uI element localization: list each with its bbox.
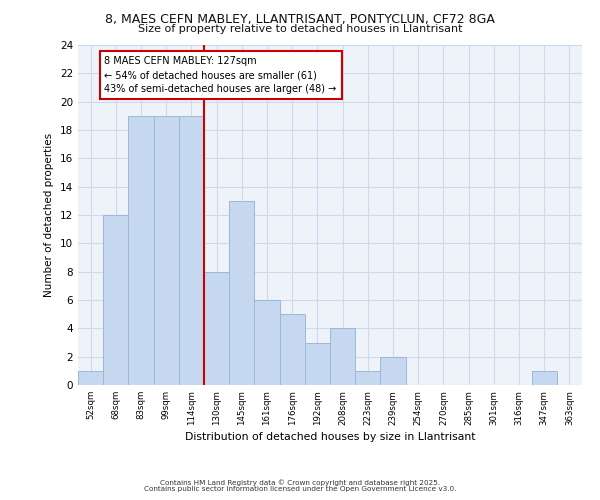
Bar	[280, 314, 305, 385]
Text: 8 MAES CEFN MABLEY: 127sqm
← 54% of detached houses are smaller (61)
43% of semi: 8 MAES CEFN MABLEY: 127sqm ← 54% of deta…	[104, 56, 337, 94]
Bar	[128, 116, 154, 385]
Bar	[532, 371, 557, 385]
Bar	[330, 328, 355, 385]
Bar	[103, 215, 128, 385]
X-axis label: Distribution of detached houses by size in Llantrisant: Distribution of detached houses by size …	[185, 432, 475, 442]
Bar	[154, 116, 179, 385]
Text: Contains HM Land Registry data © Crown copyright and database right 2025.
Contai: Contains HM Land Registry data © Crown c…	[144, 479, 456, 492]
Y-axis label: Number of detached properties: Number of detached properties	[44, 133, 55, 297]
Bar	[380, 356, 406, 385]
Bar	[179, 116, 204, 385]
Text: Size of property relative to detached houses in Llantrisant: Size of property relative to detached ho…	[138, 24, 462, 34]
Bar	[305, 342, 330, 385]
Bar	[355, 371, 380, 385]
Bar	[204, 272, 229, 385]
Bar	[229, 201, 254, 385]
Bar	[254, 300, 280, 385]
Text: 8, MAES CEFN MABLEY, LLANTRISANT, PONTYCLUN, CF72 8GA: 8, MAES CEFN MABLEY, LLANTRISANT, PONTYC…	[105, 12, 495, 26]
Bar	[78, 371, 103, 385]
